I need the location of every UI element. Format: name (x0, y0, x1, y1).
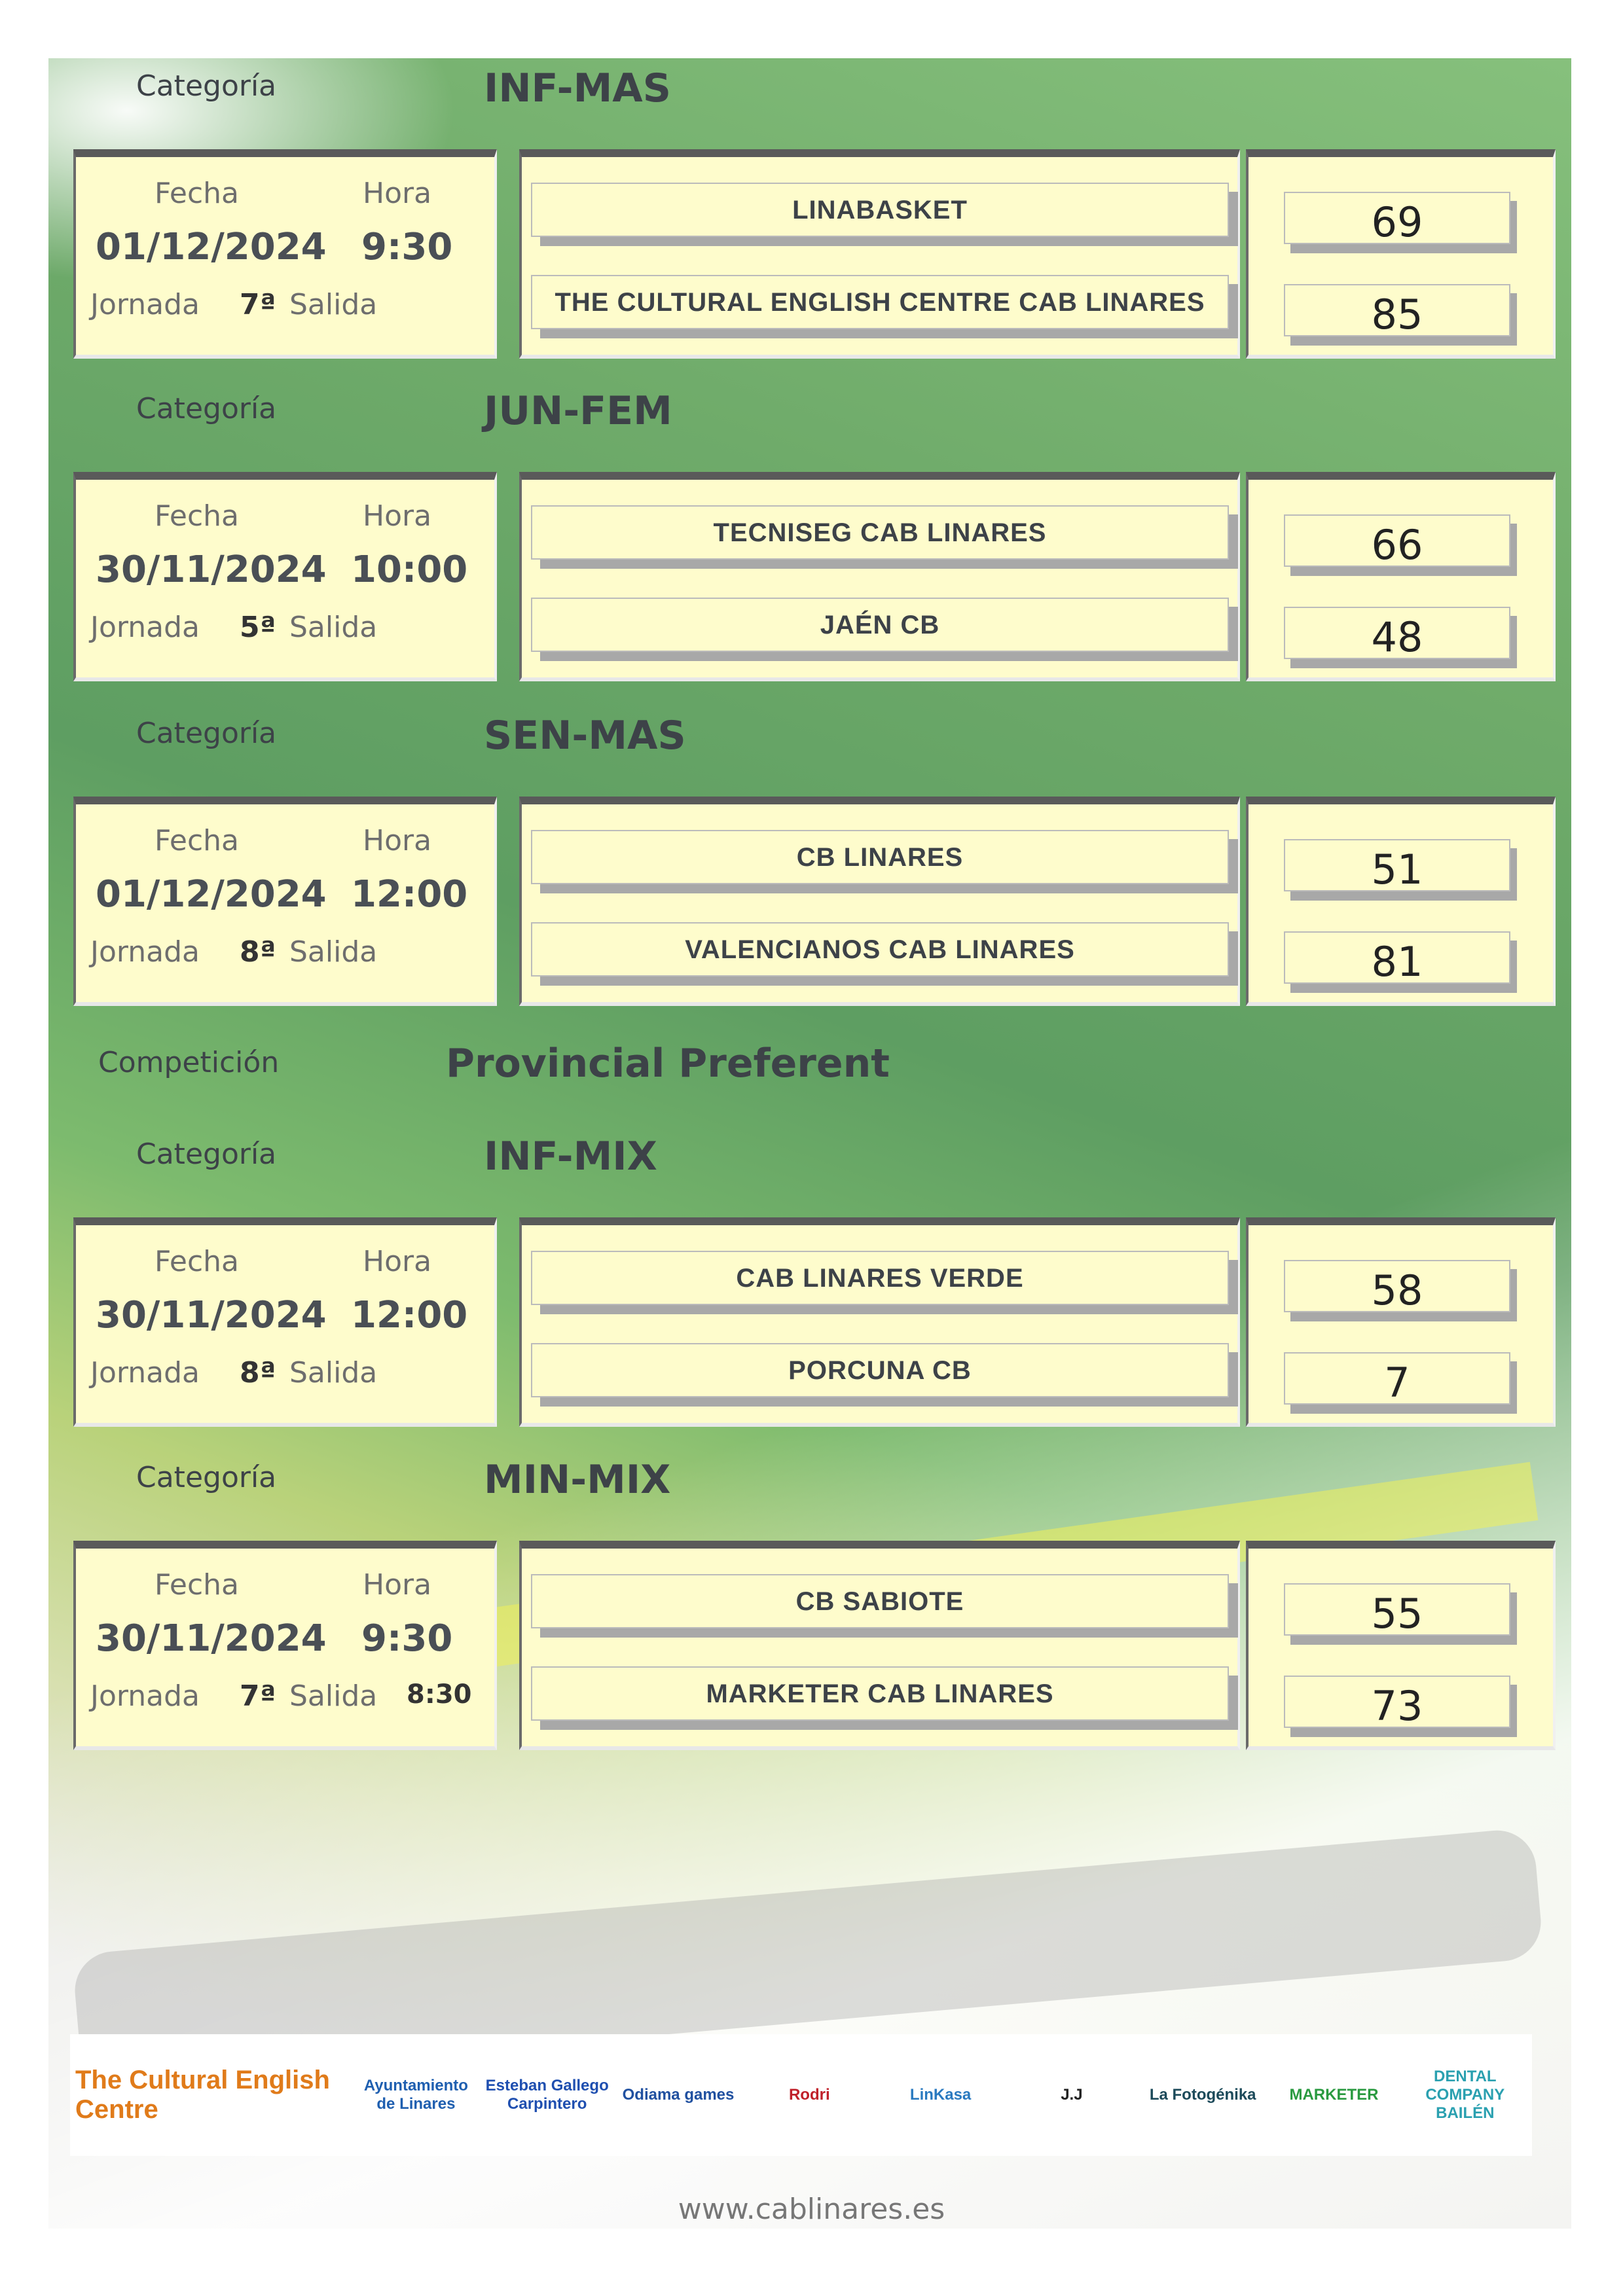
match-info: Fecha Hora 01/12/2024 12:00 Jornada 8ª S… (73, 797, 497, 1006)
category-title: SEN-MAS (484, 713, 686, 759)
match-time: 9:30 (361, 226, 453, 268)
scores-box: 69 85 (1246, 149, 1556, 359)
sponsor-strip: The Cultural English Centre Ayuntamiento … (70, 2034, 1532, 2156)
fecha-label: Fecha (155, 1568, 240, 1602)
round-number: 7ª (240, 288, 276, 321)
home-team: CAB LINARES VERDE (531, 1251, 1229, 1305)
fecha-label: Fecha (155, 499, 240, 533)
match-time: 12:00 (351, 873, 468, 916)
match-info: Fecha Hora 30/11/2024 10:00 Jornada 5ª S… (73, 472, 497, 681)
salida-label: Salida (289, 1356, 378, 1390)
sponsor-logo: LinKasa (909, 2086, 972, 2104)
jornada-label: Jornada (90, 1356, 200, 1390)
match-date: 30/11/2024 (96, 548, 327, 591)
hora-label: Hora (363, 499, 432, 533)
sponsor-logo: La Fotogénika (1149, 2086, 1256, 2104)
category-title: INF-MAS (484, 65, 671, 111)
salida-label: Salida (289, 935, 378, 969)
match-date: 30/11/2024 (96, 1617, 327, 1660)
category-title: INF-MIX (484, 1134, 657, 1179)
away-score: 48 (1284, 607, 1510, 661)
match-time: 10:00 (351, 548, 468, 591)
category-label: Categoría (136, 69, 277, 103)
home-team: CB LINARES (531, 830, 1229, 884)
away-team: VALENCIANOS CAB LINARES (531, 922, 1229, 977)
away-team: PORCUNA CB (531, 1343, 1229, 1397)
away-team: JAÉN CB (531, 598, 1229, 652)
fecha-label: Fecha (155, 824, 240, 857)
category-label: Categoría (136, 392, 277, 425)
sponsor-logo: MARKETER (1289, 2086, 1379, 2104)
scores-box: 66 48 (1246, 472, 1556, 681)
competition-label: Competición (98, 1046, 280, 1079)
home-team: LINABASKET (531, 183, 1229, 237)
teams-box: CB SABIOTE MARKETER CAB LINARES (519, 1541, 1240, 1750)
jornada-label: Jornada (90, 611, 200, 644)
jornada-label: Jornada (90, 935, 200, 969)
category-label: Categoría (136, 1138, 277, 1171)
hora-label: Hora (363, 1245, 432, 1278)
home-team: CB SABIOTE (531, 1574, 1229, 1628)
match-date: 30/11/2024 (96, 1294, 327, 1336)
salida-label: Salida (289, 1679, 378, 1713)
round-number: 7ª (240, 1679, 276, 1713)
fecha-label: Fecha (155, 177, 240, 210)
home-score: 51 (1284, 839, 1510, 893)
home-score: 66 (1284, 514, 1510, 569)
scores-box: 51 81 (1246, 797, 1556, 1006)
round-number: 5ª (240, 611, 276, 644)
sponsor-logo: Rodri (788, 2086, 830, 2104)
sponsor-logo: DENTAL COMPANY BAILÉN (1425, 2068, 1505, 2122)
salida-label: Salida (289, 288, 378, 321)
match-info: Fecha Hora 30/11/2024 9:30 Jornada 7ª Sa… (73, 1541, 497, 1750)
home-score: 55 (1284, 1583, 1510, 1638)
teams-box: CAB LINARES VERDE PORCUNA CB (519, 1217, 1240, 1427)
sponsor-logo: Odiama games (622, 2086, 735, 2104)
match-time: 12:00 (351, 1294, 468, 1336)
teams-box: TECNISEG CAB LINARES JAÉN CB (519, 472, 1240, 681)
competition-title: Provincial Preferent (446, 1041, 890, 1086)
fecha-label: Fecha (155, 1245, 240, 1278)
away-team: MARKETER CAB LINARES (531, 1666, 1229, 1721)
category-label: Categoría (136, 1461, 277, 1494)
category-title: MIN-MIX (484, 1457, 671, 1503)
match-info: Fecha Hora 01/12/2024 9:30 Jornada 7ª Sa… (73, 149, 497, 359)
match-time: 9:30 (361, 1617, 453, 1660)
away-score: 81 (1284, 931, 1510, 986)
scores-box: 55 73 (1246, 1541, 1556, 1750)
salida-label: Salida (289, 611, 378, 644)
away-score: 73 (1284, 1676, 1510, 1730)
away-team: THE CULTURAL ENGLISH CENTRE CAB LINARES (531, 275, 1229, 329)
round-number: 8ª (240, 1356, 276, 1390)
hora-label: Hora (363, 1568, 432, 1602)
home-score: 69 (1284, 192, 1510, 246)
sponsor-logo: J.J (1061, 2086, 1083, 2104)
match-date: 01/12/2024 (96, 873, 327, 916)
match-info: Fecha Hora 30/11/2024 12:00 Jornada 8ª S… (73, 1217, 497, 1427)
hora-label: Hora (363, 824, 432, 857)
away-score: 85 (1284, 284, 1510, 338)
website-link[interactable]: www.cablinares.es (678, 2193, 945, 2226)
sponsor-logo: The Cultural English Centre (75, 2066, 330, 2124)
teams-box: CB LINARES VALENCIANOS CAB LINARES (519, 797, 1240, 1006)
home-score: 58 (1284, 1260, 1510, 1314)
background (48, 58, 1571, 2229)
sponsor-logo: Esteban Gallego Carpintero (485, 2077, 609, 2113)
scores-box: 58 7 (1246, 1217, 1556, 1427)
home-team: TECNISEG CAB LINARES (531, 505, 1229, 560)
match-date: 01/12/2024 (96, 226, 327, 268)
sponsor-logo: Ayuntamiento de Linares (363, 2077, 468, 2113)
jornada-label: Jornada (90, 288, 200, 321)
hora-label: Hora (363, 177, 432, 210)
round-number: 8ª (240, 935, 276, 969)
teams-box: LINABASKET THE CULTURAL ENGLISH CENTRE C… (519, 149, 1240, 359)
category-title: JUN-FEM (484, 388, 672, 434)
category-label: Categoría (136, 717, 277, 750)
salida-time: 8:30 (407, 1679, 472, 1710)
jornada-label: Jornada (90, 1679, 200, 1713)
away-score: 7 (1284, 1352, 1510, 1407)
